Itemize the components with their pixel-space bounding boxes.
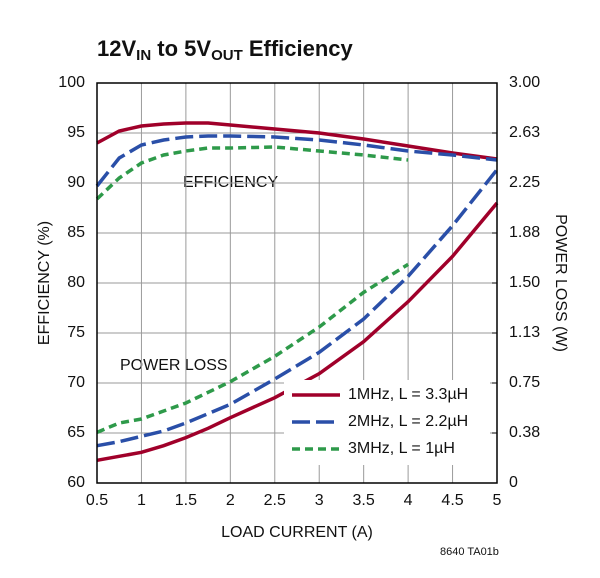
y2-tick-label: 0.38: [509, 424, 540, 441]
annotation: 8640 TA01b: [440, 546, 499, 558]
legend-label: 2MHz, L = 2.2µH: [348, 413, 468, 430]
x-tick-label: 1.5: [175, 492, 197, 509]
y-tick-label: 95: [67, 124, 85, 141]
legend-label: 3MHz, L = 1µH: [348, 440, 455, 457]
y-tick-label: 60: [67, 474, 85, 491]
y-tick-label: 70: [67, 374, 85, 391]
title-sub: OUT: [211, 47, 243, 64]
y2-axis-label: POWER LOSS (W): [552, 214, 569, 352]
y2-tick-label: 1.13: [509, 324, 540, 341]
x-tick-label: 4: [404, 492, 413, 509]
title-part: Efficiency: [243, 36, 354, 61]
y-tick-label: 85: [67, 224, 85, 241]
x-tick-label: 3.5: [353, 492, 375, 509]
y2-tick-label: 1.88: [509, 224, 540, 241]
x-tick-label: 1: [137, 492, 146, 509]
title-part: to 5V: [151, 36, 211, 61]
series-line: [96, 262, 410, 434]
y2-tick-label: 2.63: [509, 124, 540, 141]
y-axis-label: EFFICIENCY (%): [36, 221, 53, 345]
x-tick-label: 0.5: [86, 492, 108, 509]
x-tick-label: 2.5: [264, 492, 286, 509]
series-line: [96, 201, 499, 463]
series-line: [95, 145, 409, 201]
x-tick-label: 3: [315, 492, 324, 509]
plot-frame: [96, 82, 498, 484]
x-axis-label: LOAD CURRENT (A): [221, 524, 373, 541]
y-tick-label: 100: [58, 74, 85, 91]
y-tick-label: 80: [67, 274, 85, 291]
chart-title: 12VIN to 5VOUT Efficiency: [97, 36, 354, 64]
series-line: [95, 134, 498, 188]
y-tick-label: 65: [67, 424, 85, 441]
legend-label: 1MHz, L = 3.3µH: [348, 386, 468, 403]
y-tick-label: 75: [67, 324, 85, 341]
x-tick-label: 4.5: [441, 492, 463, 509]
annotation: POWER LOSS: [120, 357, 228, 374]
y2-tick-label: 2.25: [509, 174, 540, 191]
series-line: [96, 121, 498, 161]
y2-tick-label: 1.50: [509, 274, 540, 291]
x-tick-label: 2: [226, 492, 235, 509]
series-line: [96, 168, 499, 448]
y2-tick-label: 0: [509, 474, 518, 491]
title-part: 12V: [97, 36, 136, 61]
x-tick-label: 5: [493, 492, 502, 509]
y-tick-label: 90: [67, 174, 85, 191]
y2-tick-label: 3.00: [509, 74, 540, 91]
y2-tick-label: 0.75: [509, 374, 540, 391]
title-sub: IN: [136, 47, 151, 64]
